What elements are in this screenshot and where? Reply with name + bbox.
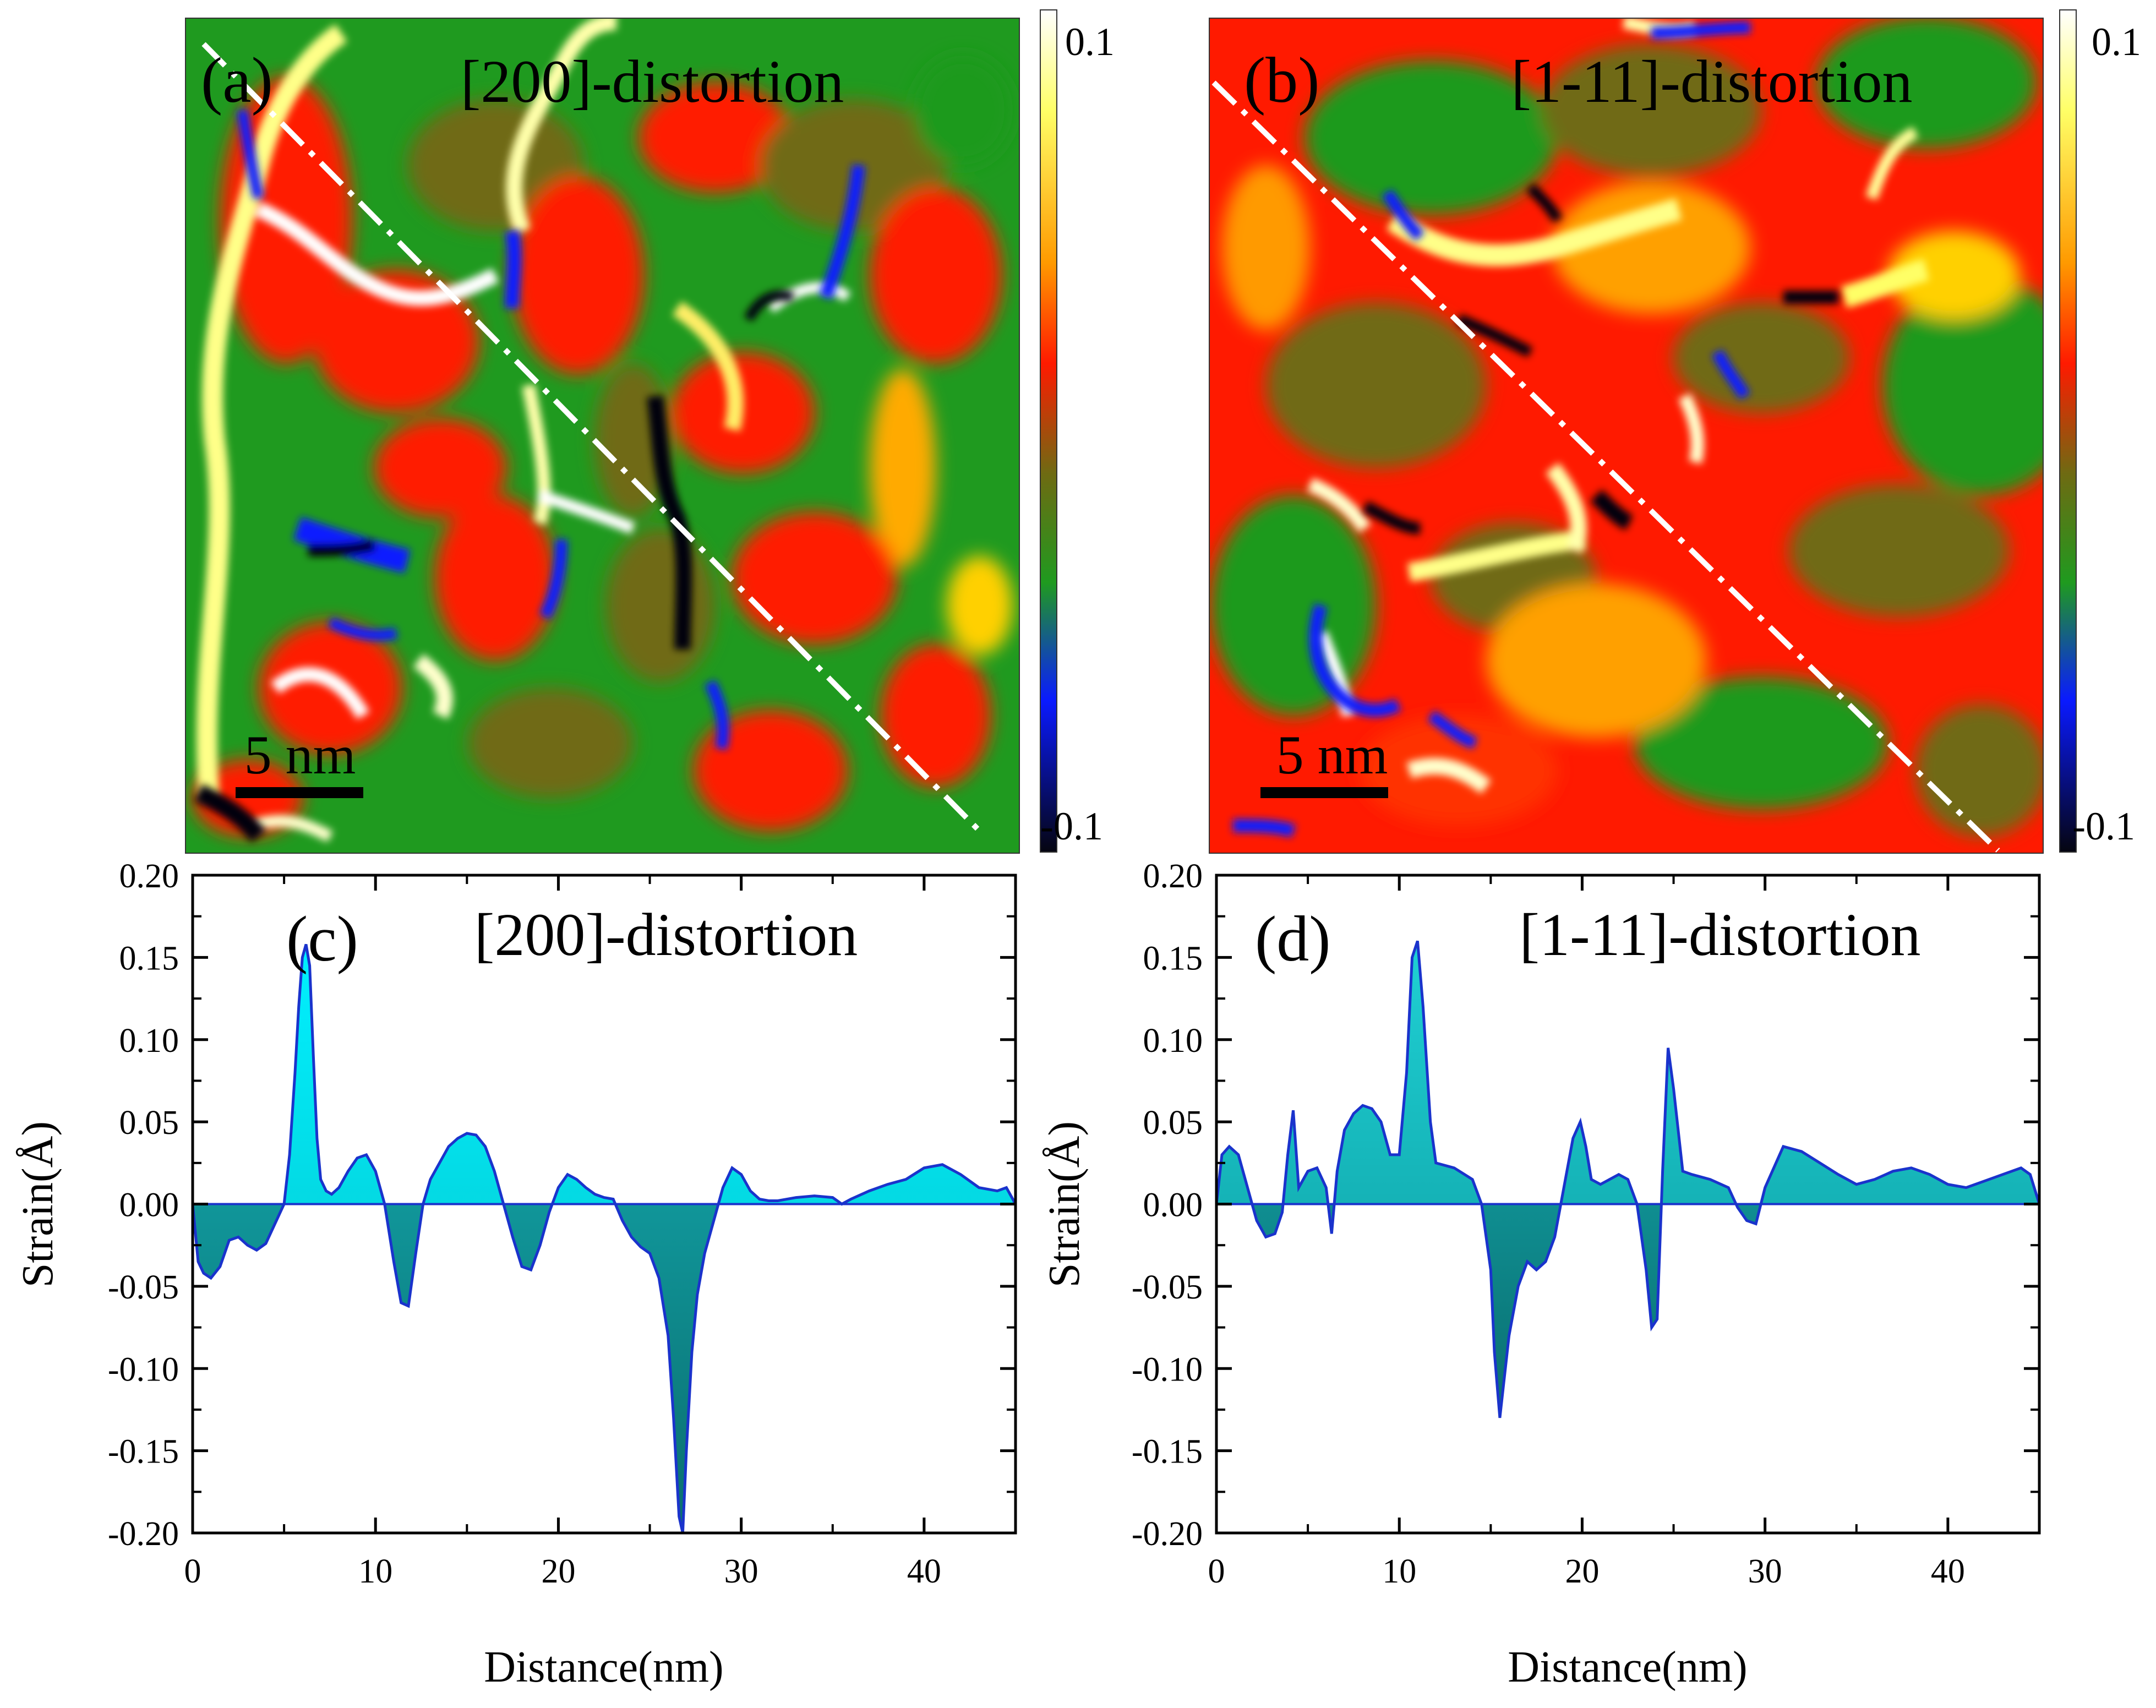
map-b-scale-bar-label: 5 nm [1276,724,1388,785]
map-b-scale-bar-line [1260,787,1388,798]
map-b-profile-line [1211,80,2000,853]
series-line [191,943,1017,1534]
chart-d-panel-label: (d) [1255,903,1331,975]
map-b-frame [1209,18,2044,854]
y-tick-label: 0.20 [119,858,179,895]
y-tick-label: 0.20 [1143,858,1203,895]
x-tick-label: 30 [1748,1553,1782,1590]
x-tick-label: 10 [358,1553,392,1590]
map-a-lows [194,109,865,843]
area-negative [193,1204,1016,1533]
strain-map-b [1209,18,2043,853]
x-tick-label: 0 [1208,1553,1225,1590]
chart-d: 0 10 20 30 40 -0.20 -0.15 -0.10 -0.05 0.00 0.05 0.1… [1040,858,2041,1691]
chart-d-ylabel: Strain(Å) [1040,1121,1089,1287]
area-positive [193,944,1016,1204]
x-tick-label: 40 [907,1553,941,1590]
map-a-frame [185,18,1020,854]
colorbar-a-gradient [1040,9,1057,853]
map-a-texture [193,55,1013,837]
x-tick-label: 10 [1382,1553,1416,1590]
y-tick-label: -0.15 [108,1433,179,1471]
strain-map-a [185,18,1019,853]
y-tick-label: -0.20 [108,1515,179,1553]
chart-d-xlabel: Distance(nm) [1508,1643,1747,1691]
chart-c-area [191,943,1017,1534]
map-a-scale-bar-label: 5 nm [244,724,356,785]
colorbar-a-min-label: -0.1 [1040,804,1103,848]
y-tick-label: 0.10 [119,1022,179,1060]
map-a-title: [200]-distortion [461,48,844,115]
colorbar-b-gradient [2059,9,2077,853]
chart-d-ticks: 0 10 20 30 40 -0.20 -0.15 -0.10 -0.05 0.00 0.05 0.1… [1132,858,2039,1590]
chart-c: 0 10 20 30 40 -0.20 -0.15 -0.10 -0.05 0.00 0.05 0.1… [14,858,1017,1691]
map-b-panel-label: (b) [1244,44,1320,116]
y-tick-label: 0.15 [1143,940,1203,977]
colorbar-b-min-label: -0.1 [2072,804,2135,848]
map-b-highlights [1307,18,1930,794]
x-tick-label: 40 [1931,1553,1965,1590]
x-tick-label: 0 [184,1553,201,1590]
y-tick-label: 0.05 [1143,1104,1203,1142]
x-tick-label: 30 [724,1553,758,1590]
map-a-scale-bar: 5 nm [236,724,363,798]
y-tick-label: -0.10 [108,1351,179,1388]
map-a-panel-label: (a) [201,44,273,116]
colorbar-a-max-label: 0.1 [1065,20,1115,64]
y-tick-label: -0.10 [1132,1351,1203,1388]
map-b-texture [1211,18,2043,837]
chart-d-title: [1-11]-distortion [1519,901,1920,968]
x-tick-label: 20 [541,1553,575,1590]
y-tick-label: 0.05 [119,1104,179,1142]
chart-d-area [1215,940,2041,1418]
colorbar-b-max-label: 0.1 [2092,20,2141,64]
x-tick-label: 20 [1565,1553,1599,1590]
map-a-scale-bar-line [236,787,363,798]
y-tick-label: 0.15 [119,940,179,977]
y-tick-label: -0.05 [108,1269,179,1306]
map-b-title: [1-11]-distortion [1511,48,1912,115]
y-tick-label: -0.20 [1132,1515,1203,1553]
chart-c-ylabel: Strain(Å) [14,1121,62,1287]
chart-c-ticks: 0 10 20 30 40 -0.20 -0.15 -0.10 -0.05 0.00 0.05 0.1… [108,858,1016,1590]
colorbar-b: 0.1 -0.1 [2059,9,2141,853]
colorbar-a: 0.1 -0.1 [1040,9,1115,853]
y-tick-label: 0.10 [1143,1022,1203,1060]
map-b-scale-bar: 5 nm [1260,724,1388,798]
map-a-highlights [196,18,851,842]
y-tick-label: 0.00 [119,1187,179,1224]
series-line [1215,940,2041,1418]
y-tick-label: -0.05 [1132,1269,1203,1306]
chart-c-title: [200]-distortion [474,901,858,968]
chart-c-xlabel: Distance(nm) [484,1643,723,1691]
chart-c-panel-label: (c) [286,903,358,975]
map-a-profile-line [201,42,982,833]
y-tick-label: 0.00 [1143,1187,1203,1224]
map-b-lows [1232,21,1838,838]
y-tick-label: -0.15 [1132,1433,1203,1471]
